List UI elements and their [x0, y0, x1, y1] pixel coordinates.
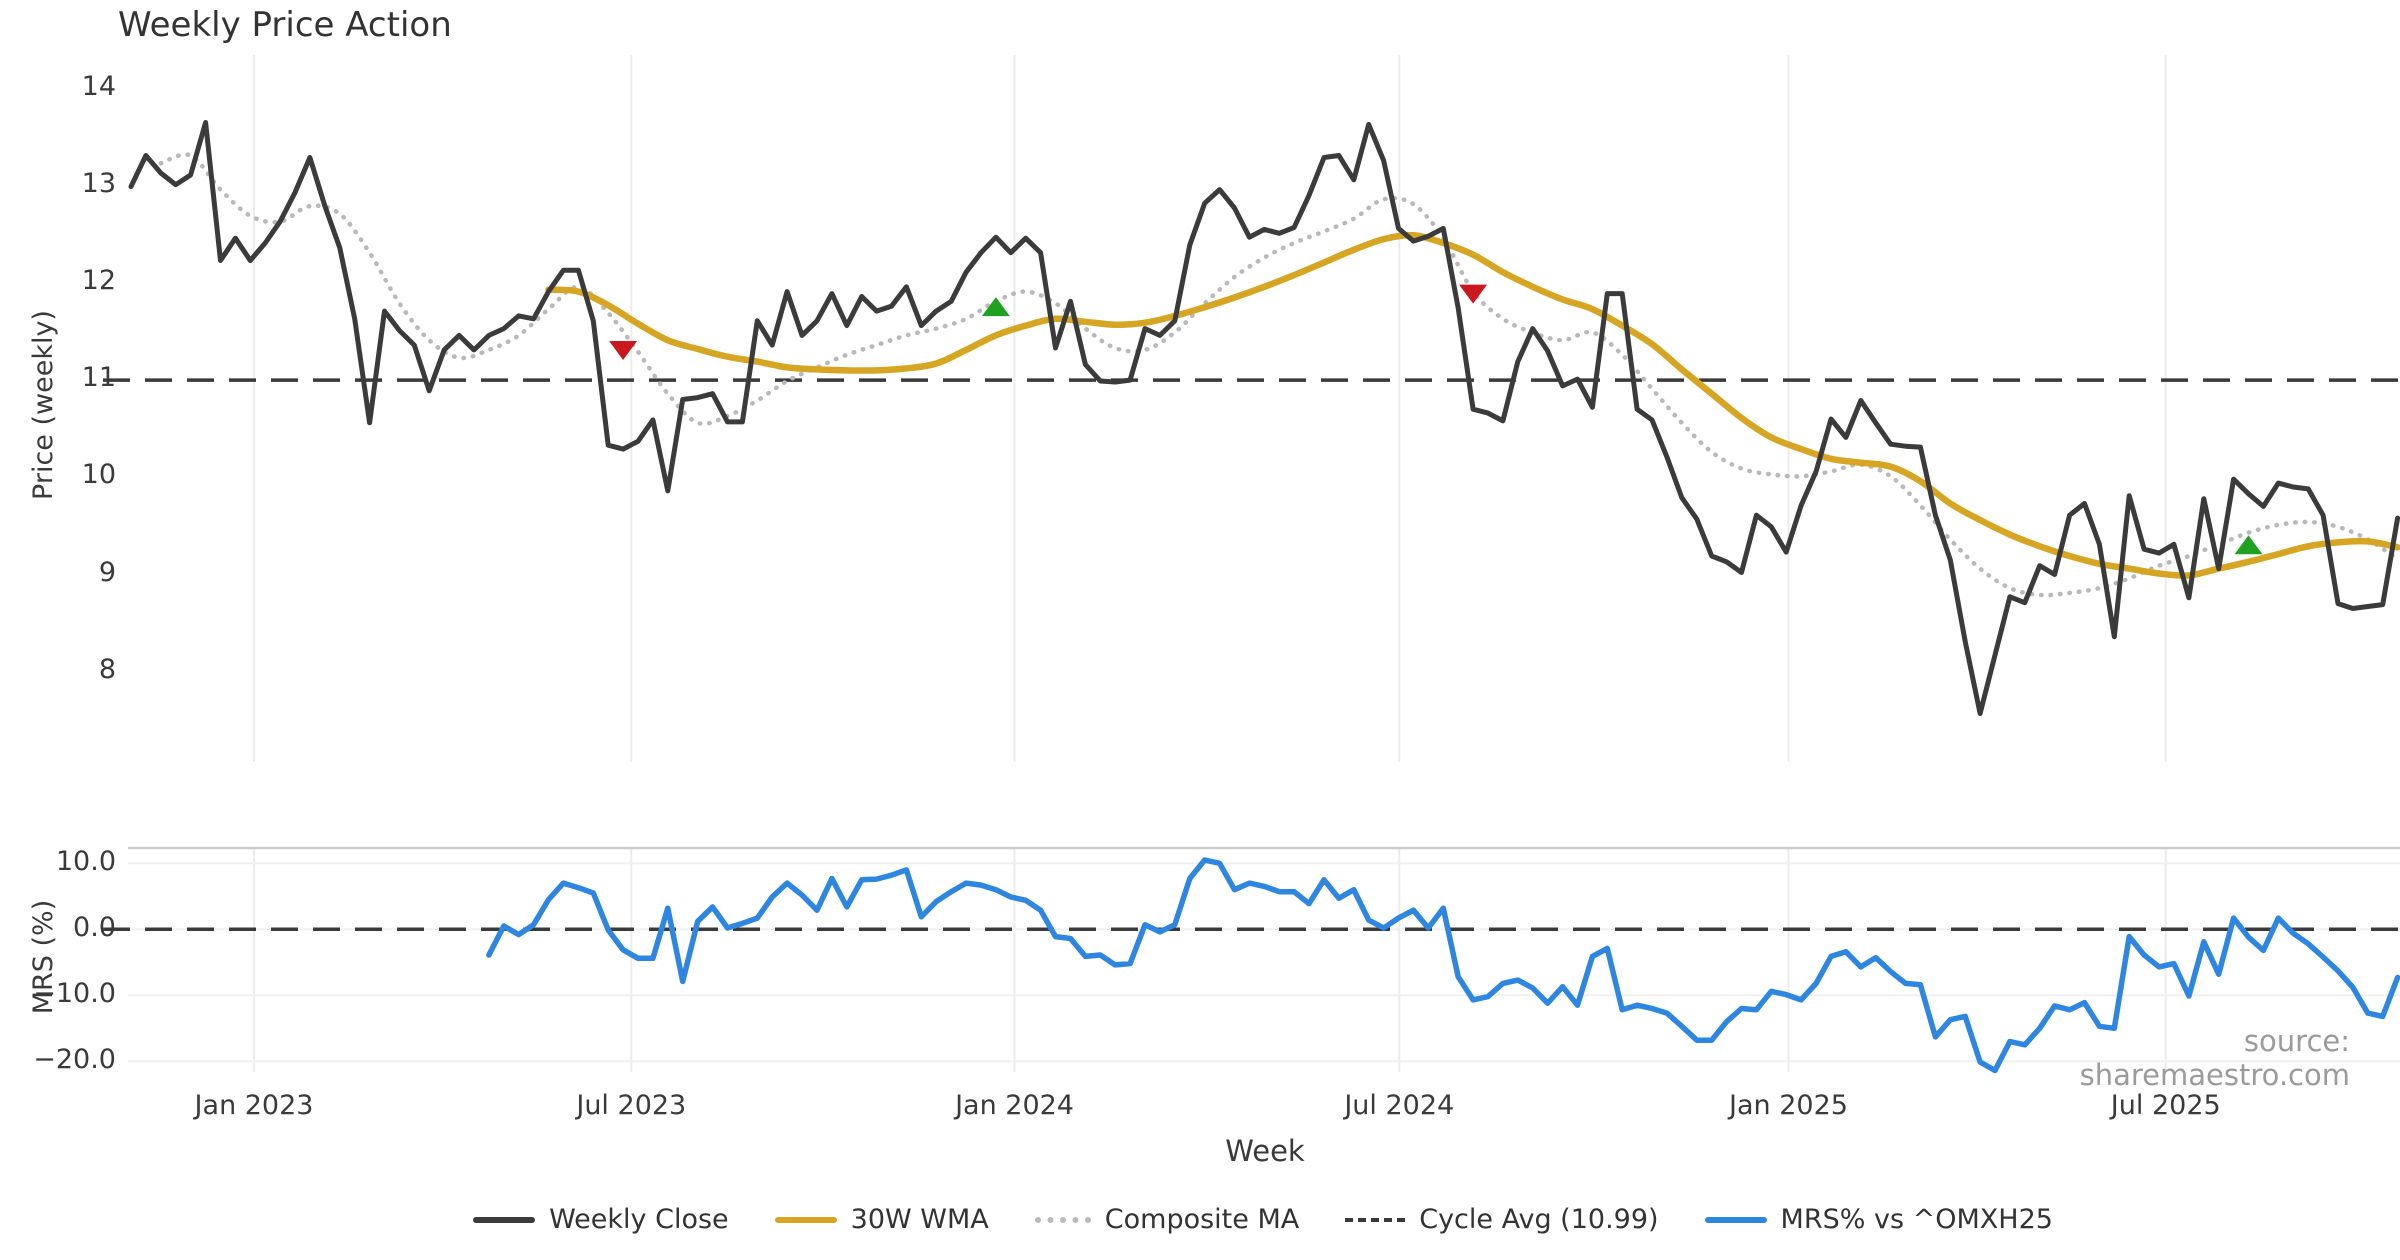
- legend-label: Weekly Close: [549, 1204, 729, 1235]
- legend-item-mrs: MRS% vs ^OMXH25: [1704, 1204, 2053, 1235]
- legend-label: Cycle Avg (10.99): [1419, 1204, 1659, 1235]
- wma-30w-line: [545, 231, 2400, 579]
- sell-signal-marker: [609, 340, 638, 360]
- legend-item-weekly-close: Weekly Close: [473, 1204, 729, 1235]
- weekly-close-line-sample: [473, 1216, 536, 1223]
- wma-line-sample: [774, 1216, 837, 1223]
- price-axis-label: Price (weekly): [28, 310, 59, 500]
- source-watermark: source: sharemaestro.com: [2079, 1024, 2350, 1092]
- legend-item-composite-ma: Composite MA: [1034, 1204, 1300, 1235]
- x-tick-label: Jan 2023: [194, 1090, 314, 1121]
- mrs-ytick-label: −20.0: [33, 1044, 116, 1076]
- price-ytick-label: 13: [81, 167, 116, 199]
- legend-item-30w-wma: 30W WMA: [774, 1204, 989, 1235]
- composite-ma-line: [158, 152, 2400, 598]
- price-ytick-label: 8: [98, 653, 116, 685]
- mrs-ytick-label: 0.0: [73, 912, 116, 944]
- weekly-close-line: [128, 120, 2400, 716]
- buy-signal-marker: [981, 297, 1010, 317]
- x-tick-label: Jul 2025: [2110, 1090, 2221, 1121]
- sell-signal-marker: [1459, 284, 1488, 304]
- mrs-line-sample: [1704, 1216, 1767, 1223]
- chart-title: Weekly Price Action: [118, 5, 452, 45]
- cycle-avg-line-sample: [1345, 1217, 1406, 1222]
- legend-label: MRS% vs ^OMXH25: [1780, 1204, 2053, 1235]
- x-tick-label: Jan 2025: [1729, 1090, 1848, 1121]
- x-axis-label: Week: [1225, 1134, 1305, 1168]
- price-ytick-label: 10: [81, 459, 116, 491]
- price-ytick-label: 11: [81, 362, 116, 394]
- price-ytick-label: 14: [81, 70, 116, 102]
- mrs-ytick-label: −10.0: [33, 978, 116, 1010]
- mrs-line: [486, 857, 2400, 1074]
- x-tick-label: Jul 2024: [1344, 1090, 1455, 1121]
- legend-label: Composite MA: [1104, 1204, 1300, 1235]
- x-tick-label: Jul 2023: [576, 1090, 687, 1121]
- mrs-ytick-label: 10.0: [55, 846, 116, 878]
- legend-label: 30W WMA: [850, 1204, 989, 1235]
- legend-item-cycle-avg: Cycle Avg (10.99): [1345, 1204, 1659, 1235]
- legend: Weekly Close 30W WMA Composite MA Cycle …: [0, 1204, 2400, 1235]
- composite-ma-line-sample: [1034, 1216, 1091, 1223]
- price-ytick-label: 9: [98, 556, 116, 588]
- price-ytick-label: 12: [81, 264, 116, 296]
- buy-signal-marker: [2234, 535, 2263, 555]
- x-tick-label: Jan 2024: [955, 1090, 1074, 1121]
